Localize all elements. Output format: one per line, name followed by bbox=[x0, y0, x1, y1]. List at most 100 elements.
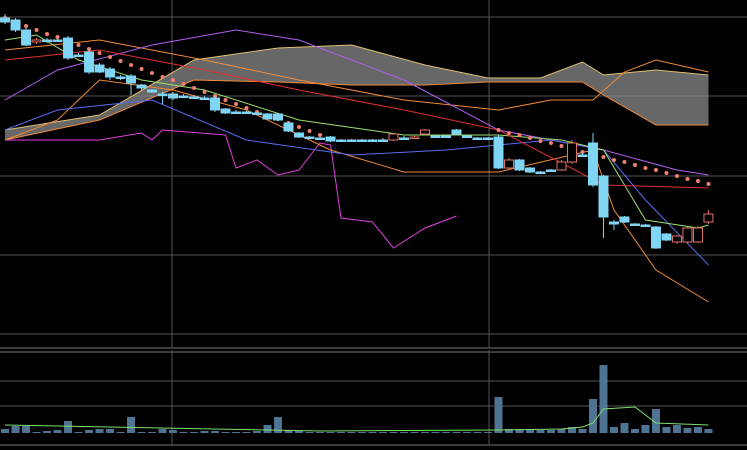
volume-bar bbox=[337, 432, 346, 433]
candle-body bbox=[577, 154, 588, 157]
sar-dot bbox=[580, 150, 585, 154]
candle-body bbox=[535, 171, 546, 174]
candle-body bbox=[84, 51, 95, 73]
sar-dot bbox=[171, 78, 176, 82]
candle-body bbox=[661, 233, 672, 241]
sar-dot bbox=[674, 174, 679, 178]
candle-body bbox=[493, 136, 504, 169]
candle-body bbox=[671, 235, 682, 243]
indicator-line bbox=[4, 34, 709, 229]
volume-bar bbox=[221, 432, 230, 433]
volume-bar bbox=[1, 429, 10, 433]
candle-body bbox=[199, 97, 210, 100]
candle-body bbox=[451, 129, 462, 135]
volume-bar bbox=[662, 427, 671, 433]
candle-body bbox=[210, 97, 221, 111]
candle-body bbox=[566, 142, 577, 163]
candle-body bbox=[703, 213, 714, 223]
candle-body bbox=[115, 76, 126, 79]
sar-dot bbox=[685, 177, 690, 181]
volume-bar bbox=[74, 432, 83, 433]
volume-bar bbox=[53, 430, 62, 433]
volume-bar bbox=[441, 432, 450, 433]
volume-bar bbox=[452, 432, 461, 433]
volume-bar bbox=[494, 397, 503, 433]
candle-body bbox=[619, 216, 630, 223]
candle-body bbox=[398, 137, 409, 140]
candle-body bbox=[189, 96, 200, 99]
volume-bar bbox=[588, 399, 597, 433]
volume-bar bbox=[295, 431, 304, 433]
volume-line bbox=[4, 406, 709, 432]
volume-bar bbox=[179, 432, 188, 433]
volume-bar bbox=[578, 429, 587, 433]
volume-bar bbox=[190, 432, 199, 433]
candle-body bbox=[514, 159, 525, 171]
sar-dot bbox=[506, 131, 511, 135]
candle-body bbox=[640, 224, 651, 227]
candle-body bbox=[692, 227, 703, 243]
candle-body bbox=[73, 54, 84, 57]
volume-bar bbox=[483, 432, 492, 433]
volume-bar bbox=[683, 428, 692, 433]
candle-body bbox=[367, 139, 378, 142]
candle-body bbox=[10, 19, 21, 31]
volume-bar bbox=[651, 409, 660, 433]
volume-bar bbox=[599, 365, 608, 433]
candle-body bbox=[503, 159, 514, 169]
candle-body bbox=[430, 135, 441, 138]
candle-body bbox=[587, 142, 598, 186]
sar-dot bbox=[611, 158, 616, 162]
volume-bar bbox=[305, 432, 314, 433]
candle-body bbox=[294, 132, 305, 138]
sar-dot bbox=[160, 75, 165, 79]
candle-body bbox=[220, 108, 231, 114]
volume-bar bbox=[630, 429, 639, 433]
volume-bar bbox=[64, 421, 73, 433]
volume-bar bbox=[211, 431, 220, 433]
sar-dot bbox=[527, 136, 532, 140]
sar-dot bbox=[97, 51, 102, 55]
candle-body bbox=[126, 75, 137, 84]
volume-bar bbox=[358, 432, 367, 433]
sar-dot bbox=[664, 171, 669, 175]
candle-body bbox=[598, 175, 609, 218]
candle-body bbox=[357, 139, 368, 142]
indicator-line bbox=[4, 29, 709, 176]
candle-body bbox=[325, 136, 336, 142]
candle-body bbox=[419, 129, 430, 135]
candle-body bbox=[524, 167, 535, 173]
volume-bar bbox=[410, 432, 419, 433]
volume-bar bbox=[263, 425, 272, 433]
volume-bar bbox=[368, 432, 377, 433]
sar-dot bbox=[87, 47, 92, 51]
volume-bar bbox=[515, 429, 524, 433]
volume-bar bbox=[704, 429, 713, 433]
sar-dot bbox=[297, 125, 302, 129]
sar-dot bbox=[538, 139, 543, 143]
candle-body bbox=[21, 29, 32, 46]
sar-dot bbox=[601, 155, 606, 159]
volume-bar bbox=[504, 429, 513, 433]
candle-body bbox=[168, 93, 179, 99]
volume-bar bbox=[672, 425, 681, 433]
volume-bar bbox=[525, 430, 534, 433]
volume-bar bbox=[557, 429, 566, 433]
sar-dot bbox=[223, 98, 228, 102]
sar-dot bbox=[517, 133, 522, 137]
volume-bar bbox=[399, 432, 408, 433]
volume-bar bbox=[431, 432, 440, 433]
sar-dot bbox=[202, 90, 207, 94]
indicator-line bbox=[4, 49, 709, 189]
volume-bar bbox=[32, 432, 41, 433]
candle-body bbox=[94, 64, 105, 73]
sar-dot bbox=[24, 24, 29, 28]
sar-dot bbox=[307, 129, 312, 133]
candle-body bbox=[378, 139, 389, 142]
candle-body bbox=[346, 139, 357, 142]
sar-dot bbox=[45, 32, 50, 36]
candle-body bbox=[440, 135, 451, 138]
sar-dot bbox=[706, 182, 711, 186]
cloud-upper bbox=[4, 44, 709, 131]
